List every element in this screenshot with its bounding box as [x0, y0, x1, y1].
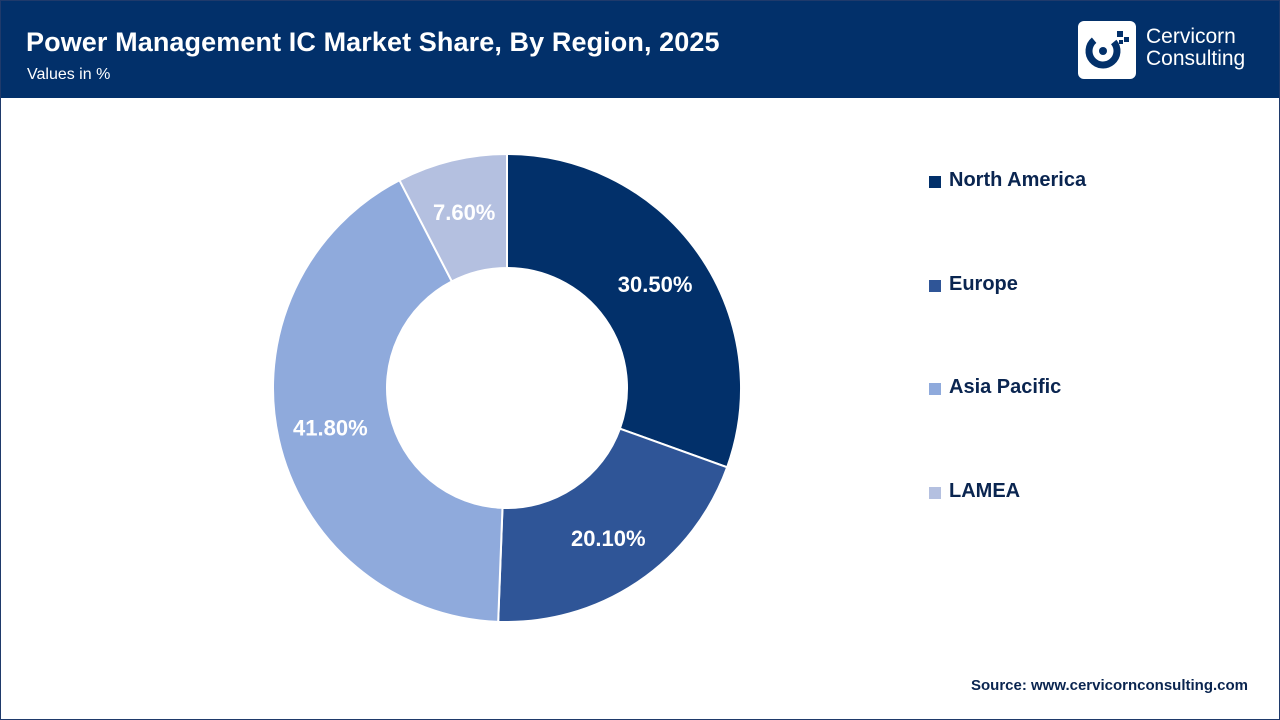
data-label-lamea: 7.60%: [433, 200, 495, 225]
data-label-europe: 20.10%: [571, 526, 646, 551]
donut-slice-lamea: [398, 152, 508, 283]
logo-wordmark: Cervicorn Consulting: [1146, 26, 1245, 70]
cervicorn-c-logo-icon: [1078, 21, 1136, 79]
legend-swatch-north-america: [929, 176, 941, 188]
legend-swatch-lamea: [929, 487, 941, 499]
legend-label-europe: Europe: [949, 273, 1018, 295]
donut-chart: 30.50% 20.10% 41.80% 7.60%: [272, 152, 742, 623]
donut-slice-north-america: [506, 152, 742, 469]
legend-label-asia-pacific: Asia Pacific: [949, 376, 1062, 398]
chart-subtitle: Values in %: [27, 66, 111, 83]
legend-swatch-europe: [929, 280, 941, 292]
chart-title: Power Management IC Market Share, By Reg…: [26, 27, 720, 57]
logo-mark-svg: [1085, 31, 1129, 69]
logo-line-2: Consulting: [1146, 47, 1246, 70]
donut-slice-asia-pacific: [272, 178, 504, 623]
data-label-asia-pacific: 41.80%: [293, 415, 368, 440]
logo-line-1: Cervicorn: [1146, 25, 1236, 48]
header-bar: Power Management IC Market Share, By Reg…: [1, 1, 1279, 98]
legend-swatch-asia-pacific: [929, 383, 941, 395]
donut-slice-europe: [497, 427, 729, 623]
legend-label-lamea: LAMEA: [949, 480, 1021, 502]
legend-label-north-america: North America: [949, 169, 1087, 191]
source-note: Source: www.cervicornconsulting.com: [970, 677, 1248, 694]
data-label-north-america: 30.50%: [618, 272, 693, 297]
